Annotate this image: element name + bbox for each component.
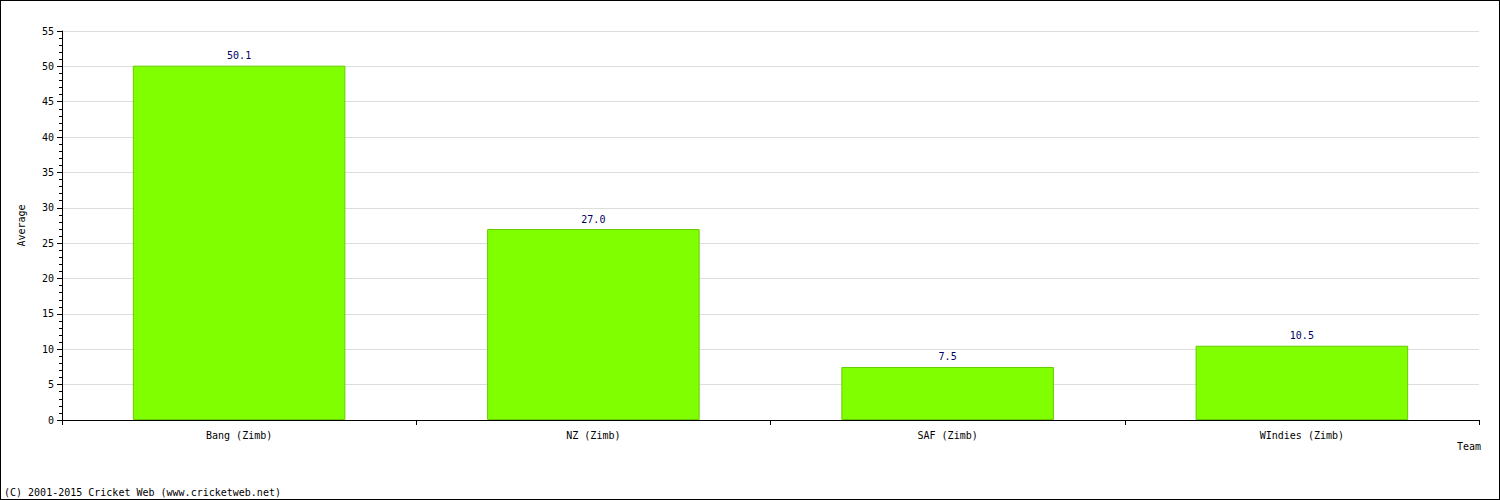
- svg-text:27.0: 27.0: [581, 214, 605, 225]
- svg-text:10.5: 10.5: [1290, 330, 1314, 341]
- svg-text:Team: Team: [1457, 441, 1481, 452]
- svg-text:50.1: 50.1: [227, 50, 251, 61]
- svg-text:15: 15: [42, 308, 54, 319]
- svg-text:NZ (Zimb): NZ (Zimb): [566, 430, 620, 441]
- svg-text:Bang (Zimb): Bang (Zimb): [206, 430, 272, 441]
- svg-text:WIndies (Zimb): WIndies (Zimb): [1260, 430, 1344, 441]
- svg-text:5: 5: [48, 379, 54, 390]
- svg-text:25: 25: [42, 238, 54, 249]
- svg-text:0: 0: [48, 415, 54, 426]
- svg-text:45: 45: [42, 96, 54, 107]
- svg-text:20: 20: [42, 273, 54, 284]
- svg-text:7.5: 7.5: [939, 351, 957, 362]
- svg-text:50: 50: [42, 61, 54, 72]
- svg-text:(C) 2001-2015 Cricket Web (www: (C) 2001-2015 Cricket Web (www.cricketwe…: [4, 487, 281, 498]
- svg-text:10: 10: [42, 344, 54, 355]
- svg-text:30: 30: [42, 202, 54, 213]
- svg-text:SAF (Zimb): SAF (Zimb): [918, 430, 978, 441]
- svg-text:55: 55: [42, 26, 54, 37]
- svg-text:35: 35: [42, 167, 54, 178]
- svg-text:Average: Average: [16, 204, 27, 246]
- svg-text:40: 40: [42, 132, 54, 143]
